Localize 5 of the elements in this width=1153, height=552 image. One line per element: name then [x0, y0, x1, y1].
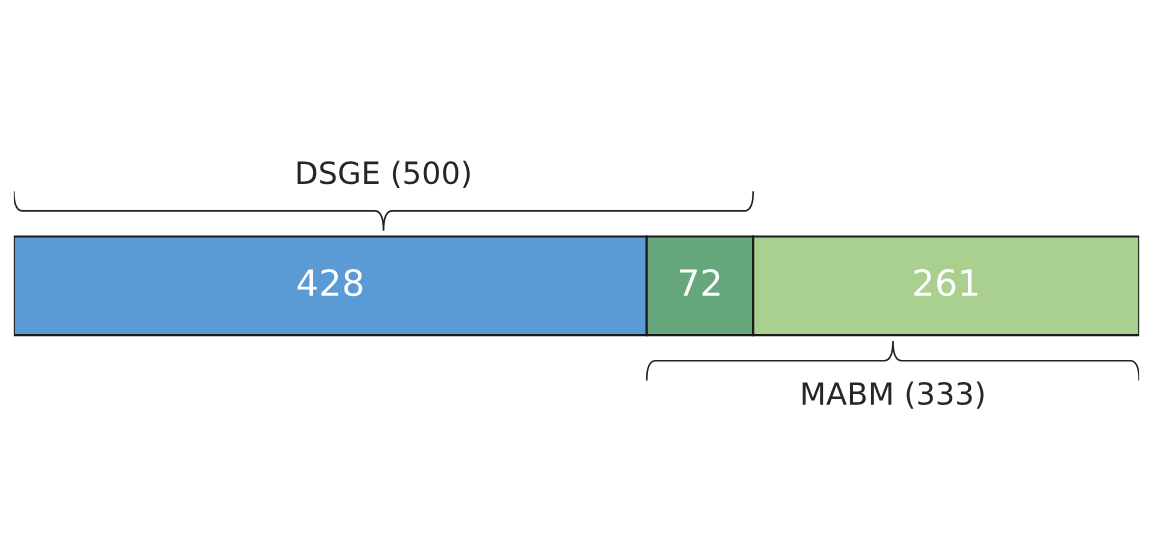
data-label: 72	[679, 269, 720, 296]
data-label: 428	[297, 269, 363, 297]
text: MABM (333)	[802, 381, 984, 409]
data-label: 261	[914, 269, 978, 297]
text: DSGE (500)	[297, 160, 470, 188]
